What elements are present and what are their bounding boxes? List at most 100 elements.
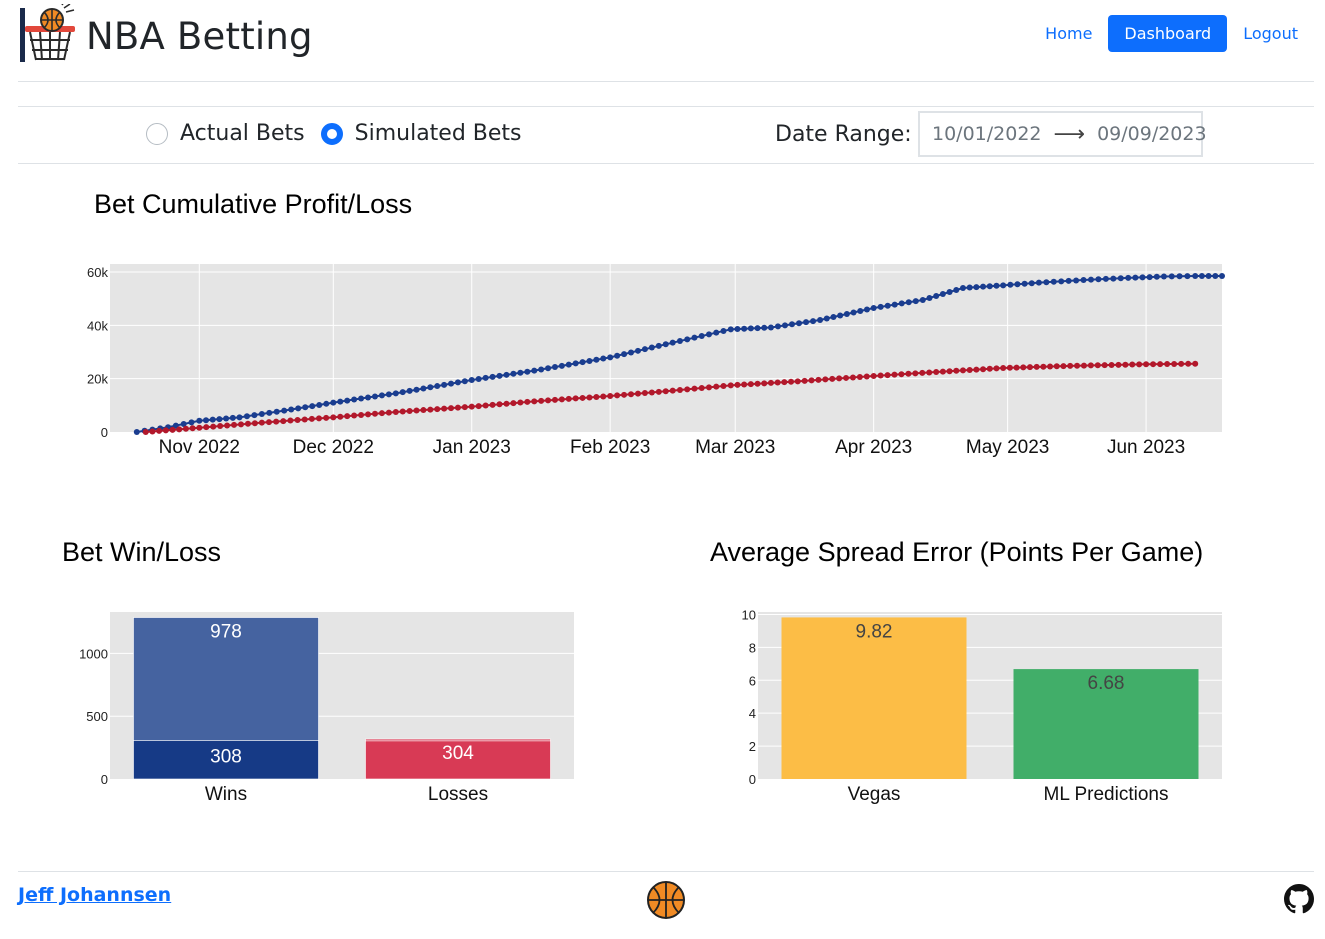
series-point xyxy=(365,411,372,418)
series-point xyxy=(634,390,641,397)
series-point xyxy=(169,426,176,433)
series-point xyxy=(655,388,662,395)
series-point xyxy=(593,356,600,363)
series-point xyxy=(210,423,217,430)
series-point xyxy=(1219,273,1225,279)
series-point xyxy=(933,293,940,299)
x-tick-label: Apr 2023 xyxy=(835,437,912,458)
series-point xyxy=(815,376,822,383)
series-point xyxy=(946,368,953,375)
series-point xyxy=(691,385,698,392)
nav-home-link[interactable]: Home xyxy=(1045,24,1093,43)
series-point xyxy=(236,414,243,421)
series-point xyxy=(441,381,448,388)
bar-value-label: 304 xyxy=(442,743,474,764)
series-point xyxy=(754,325,761,332)
actual-bets-radio[interactable]: Actual Bets xyxy=(146,121,305,146)
series-point xyxy=(427,406,434,413)
series-point xyxy=(475,403,482,410)
nav-logout-link[interactable]: Logout xyxy=(1243,24,1298,43)
series-point xyxy=(789,321,796,328)
series-point xyxy=(628,391,635,398)
author-link[interactable]: Jeff Johannsen xyxy=(18,884,172,906)
series-point xyxy=(489,401,496,408)
series-point xyxy=(747,325,754,332)
series-point xyxy=(691,334,698,341)
series-point xyxy=(621,351,628,358)
series-point xyxy=(1013,364,1020,371)
series-point xyxy=(579,359,586,366)
series-point xyxy=(392,390,399,397)
series-point xyxy=(399,408,406,415)
brand[interactable]: NBA Betting xyxy=(18,1,313,69)
series-point xyxy=(966,284,973,291)
series-point xyxy=(1192,273,1199,279)
simulated-bets-radio[interactable]: Simulated Bets xyxy=(320,121,522,146)
series-point xyxy=(399,389,406,396)
series-point xyxy=(919,297,926,303)
series-point xyxy=(302,404,309,411)
nav-dashboard-link[interactable]: Dashboard xyxy=(1108,15,1228,52)
series-point xyxy=(489,373,496,380)
series-point xyxy=(475,375,482,382)
date-range-picker[interactable]: 10/01/2022 ⟶ 09/09/2023 xyxy=(918,111,1207,157)
end-date-input[interactable]: 09/09/2023 xyxy=(1097,123,1207,145)
series-point xyxy=(441,405,448,412)
series-point xyxy=(877,372,884,379)
y-tick-label: 0 xyxy=(101,425,108,440)
series-point xyxy=(676,387,683,393)
series-point xyxy=(600,355,607,362)
series-point xyxy=(142,429,149,435)
series-point xyxy=(448,405,455,412)
y-tick-label: 1000 xyxy=(79,646,108,661)
series-point xyxy=(1115,361,1122,368)
series-point xyxy=(1014,281,1021,288)
series-point xyxy=(358,411,365,418)
series-point xyxy=(308,415,315,422)
series-point xyxy=(953,367,960,374)
series-point xyxy=(980,283,987,290)
series-point xyxy=(579,394,586,401)
series-point xyxy=(280,418,287,425)
series-point xyxy=(593,393,600,400)
github-icon[interactable] xyxy=(1284,884,1314,919)
series-point xyxy=(1153,273,1160,280)
series-point xyxy=(774,323,781,330)
radio-unchecked-icon[interactable] xyxy=(146,122,168,145)
series-point xyxy=(1101,362,1108,369)
series-point xyxy=(273,408,280,415)
series-point xyxy=(251,420,258,427)
simulated-bets-label[interactable]: Simulated Bets xyxy=(354,121,522,146)
series-point xyxy=(741,325,748,332)
series-point xyxy=(538,366,545,373)
series-point xyxy=(434,406,441,413)
series-point xyxy=(980,366,987,373)
radio-checked-icon[interactable] xyxy=(320,122,343,145)
series-point xyxy=(371,410,378,417)
series-point xyxy=(1043,279,1050,286)
series-point xyxy=(196,417,203,424)
actual-bets-label[interactable]: Actual Bets xyxy=(180,121,305,146)
series-point xyxy=(224,422,231,429)
x-tick-label: Jan 2023 xyxy=(433,437,511,458)
series-point xyxy=(294,417,301,423)
brand-title[interactable]: NBA Betting xyxy=(86,15,313,58)
series-point xyxy=(392,409,399,415)
series-point xyxy=(1108,361,1115,368)
series-point xyxy=(1139,274,1146,281)
series-point xyxy=(698,333,705,339)
series-point xyxy=(1060,363,1067,370)
series-point xyxy=(884,372,891,379)
series-point xyxy=(1157,361,1164,368)
start-date-input[interactable]: 10/01/2022 xyxy=(932,123,1042,145)
series-point xyxy=(551,396,558,403)
basketball-icon xyxy=(646,880,686,925)
x-tick-label: Vegas xyxy=(848,784,901,805)
series-point xyxy=(413,407,420,414)
series-point xyxy=(727,382,734,389)
series-point xyxy=(933,369,940,375)
series-point xyxy=(754,380,761,387)
series-point xyxy=(420,407,427,414)
plot-area xyxy=(110,264,1222,432)
series-point xyxy=(898,371,905,378)
